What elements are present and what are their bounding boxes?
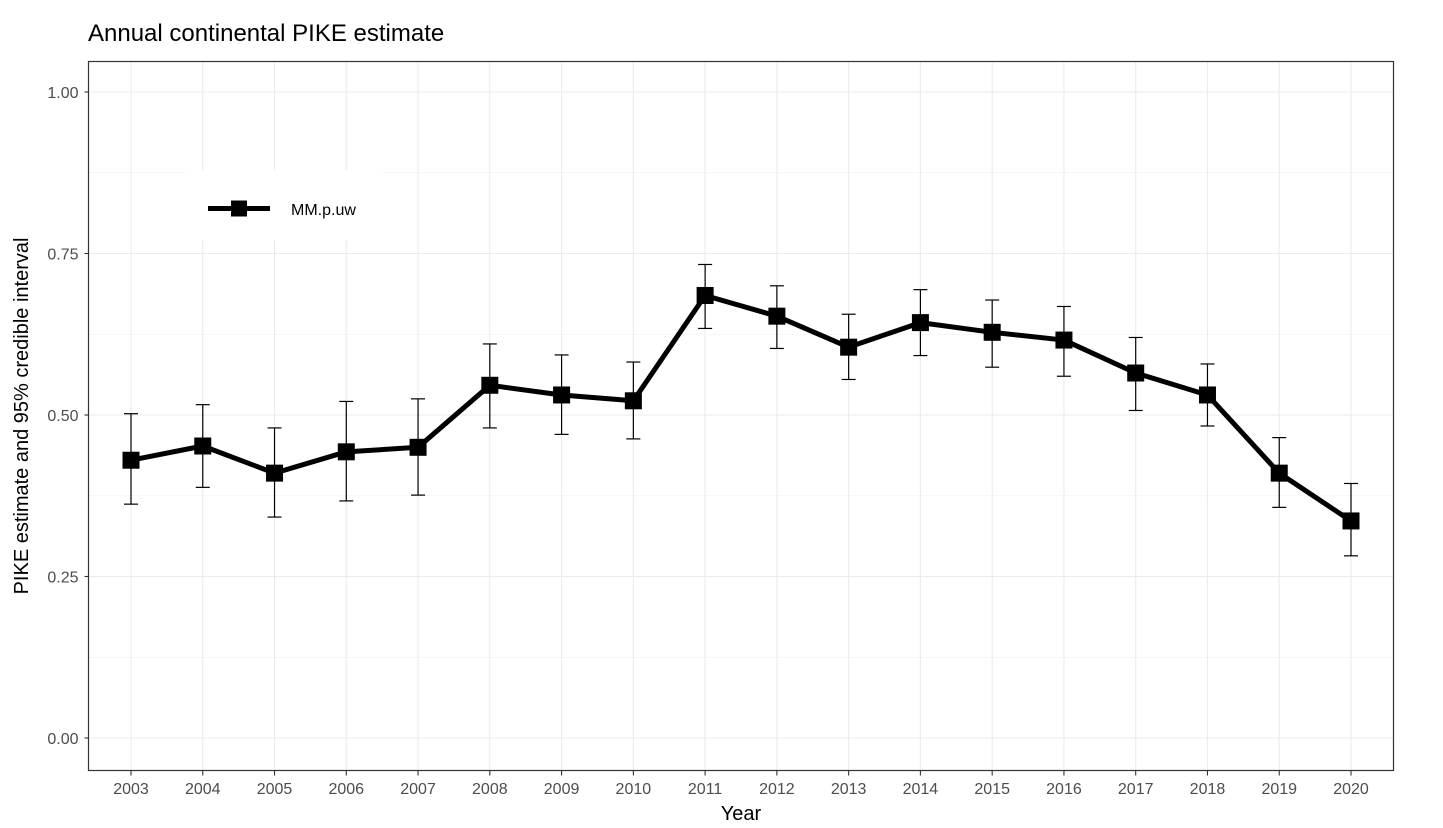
data-point xyxy=(337,443,355,461)
data-point xyxy=(194,437,212,455)
plot-border xyxy=(87,60,1395,772)
x-tick-label: 2005 xyxy=(257,781,293,798)
x-axis-title: Year xyxy=(721,803,762,825)
x-tick-label: 2006 xyxy=(328,781,364,798)
legend-marker-key xyxy=(231,200,247,217)
grid xyxy=(88,61,1394,771)
x-tick-label: 2020 xyxy=(1333,781,1369,798)
data-point xyxy=(1127,364,1145,382)
x-tick-label: 2016 xyxy=(1046,781,1082,798)
y-tick-label: 0.75 xyxy=(47,247,78,264)
x-tick-label: 2018 xyxy=(1190,781,1226,798)
x-tick-label: 2013 xyxy=(831,781,867,798)
x-tick-label: 2014 xyxy=(903,781,939,798)
y-axis: 0.00 0.25 0.50 0.75 1.00 xyxy=(47,85,89,748)
x-axis: 2003 2004 2005 2006 2007 2008 2009 2010 2011 2012… xyxy=(113,770,1369,798)
data-point xyxy=(911,314,929,332)
data-point xyxy=(768,307,786,325)
y-axis-title: PIKE estimate and 95% credible interval xyxy=(11,238,33,595)
data-point xyxy=(1198,386,1216,404)
data-point xyxy=(1342,512,1360,530)
chart-title: Annual continental PIKE estimate xyxy=(88,20,444,47)
x-tick-label: 2019 xyxy=(1261,781,1297,798)
data-point xyxy=(983,323,1001,341)
data-point xyxy=(122,451,140,469)
x-tick-label: 2011 xyxy=(688,781,723,798)
data-point xyxy=(696,286,714,304)
data-point xyxy=(840,338,858,356)
x-tick-label: 2008 xyxy=(472,781,508,798)
series-group xyxy=(122,263,1360,557)
x-tick-label: 2009 xyxy=(544,781,580,798)
y-tick-label: 1.00 xyxy=(47,85,78,102)
x-tick-label: 2012 xyxy=(759,781,795,798)
y-tick-label: 0.50 xyxy=(47,408,78,425)
data-point xyxy=(1270,464,1288,482)
x-tick-label: 2003 xyxy=(113,781,149,798)
y-tick-label: 0.00 xyxy=(47,731,78,748)
series-line xyxy=(130,292,1353,524)
data-point xyxy=(481,376,499,394)
legend-background xyxy=(186,170,382,240)
data-point xyxy=(624,392,642,410)
data-point xyxy=(553,386,571,404)
x-tick-label: 2007 xyxy=(400,781,436,798)
y-tick-label: 0.25 xyxy=(47,570,78,587)
x-tick-label: 2015 xyxy=(974,781,1010,798)
x-tick-label: 2004 xyxy=(185,781,221,798)
legend-label: MM.p.uw xyxy=(291,202,356,219)
data-point xyxy=(409,438,427,456)
x-tick-label: 2017 xyxy=(1118,781,1154,798)
data-point xyxy=(1055,331,1073,349)
x-tick-label: 2010 xyxy=(616,781,652,798)
data-point xyxy=(266,464,284,482)
legend: MM.p.uw xyxy=(186,170,382,240)
